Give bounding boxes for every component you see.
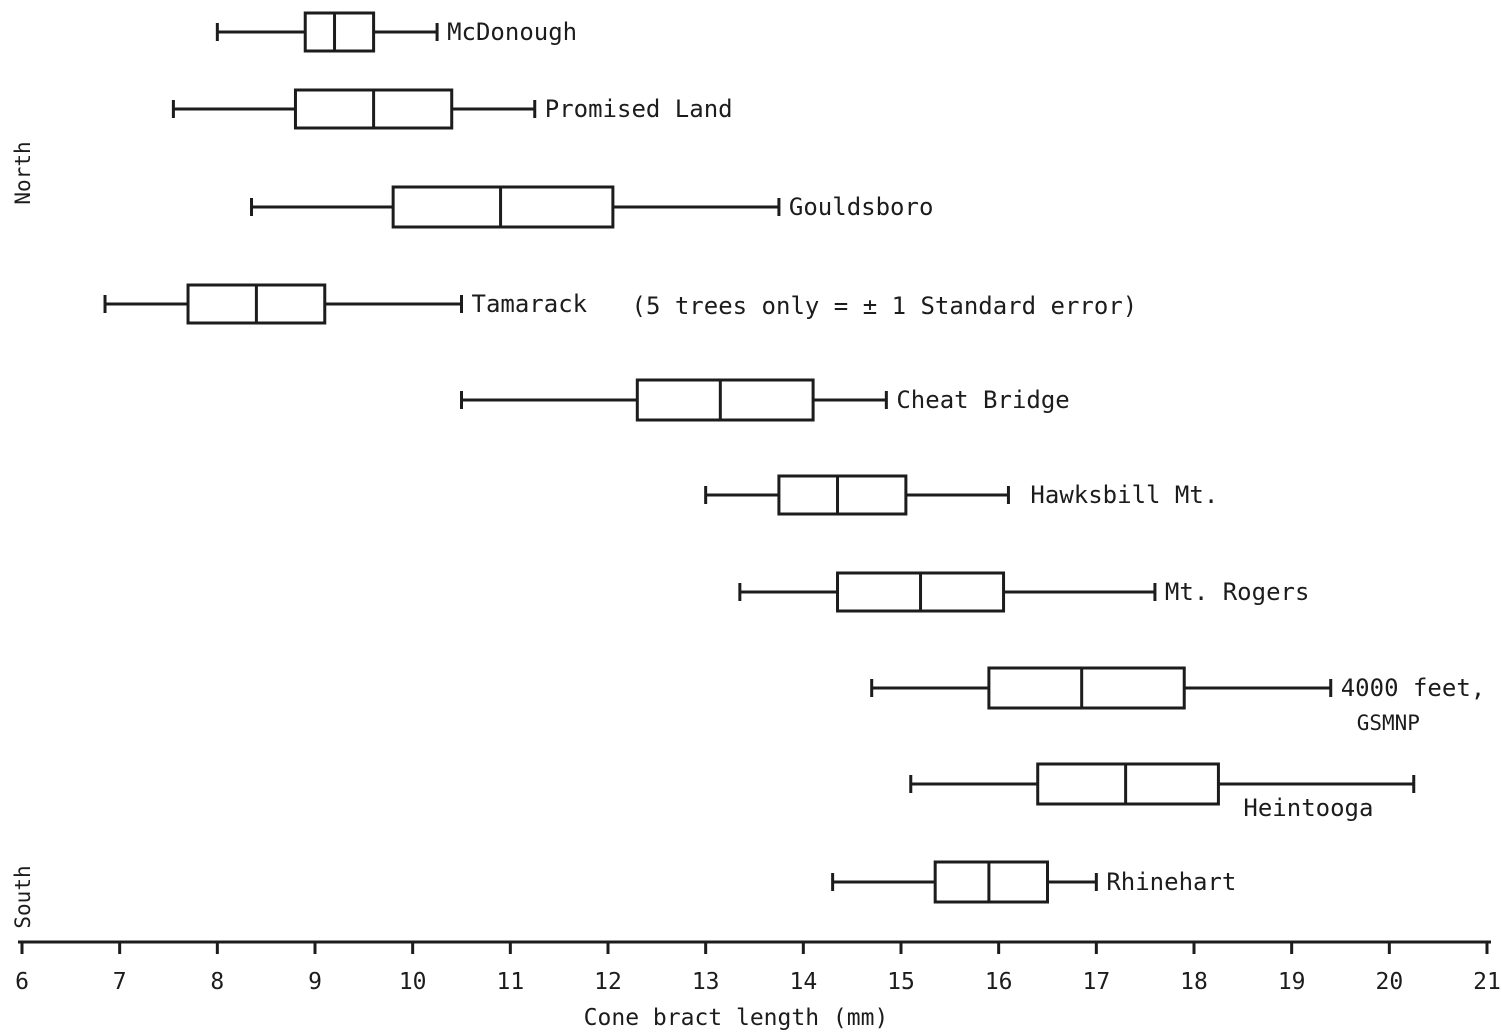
- x-tick-label: 7: [113, 969, 127, 995]
- box-cheat-bridge: Cheat Bridge: [460, 378, 1070, 422]
- x-tick-label: 9: [308, 969, 322, 995]
- box-group: McDonough Promised Land Gouldsboro Tamarack…: [103, 11, 1486, 904]
- box-iqr: [303, 11, 376, 53]
- x-axis-title: Cone bract length (mm): [584, 1005, 889, 1031]
- box-hawksbill-mt: Hawksbill Mt.: [704, 474, 1218, 516]
- site-label: McDonough: [447, 18, 577, 46]
- site-label-line: Hawksbill Mt.: [1030, 481, 1218, 509]
- site-label: Hawksbill Mt.: [1030, 481, 1218, 509]
- x-tick-label: 18: [1180, 969, 1208, 995]
- box-rhinehart: Rhinehart: [831, 860, 1236, 904]
- x-tick-label: 11: [496, 969, 524, 995]
- box-4000-feet-gsmnp: 4000 feet, GSMNP: [870, 666, 1486, 735]
- site-label-line: Cheat Bridge: [896, 386, 1069, 414]
- x-tick-label: 8: [210, 969, 224, 995]
- box-iqr: [1036, 762, 1220, 806]
- box-promised-land: Promised Land: [171, 88, 733, 130]
- site-label-line: GSMNP: [1357, 711, 1420, 735]
- site-label: Cheat Bridge: [896, 386, 1069, 414]
- site-label: Gouldsboro: [789, 193, 934, 221]
- site-label: Mt. Rogers: [1165, 578, 1310, 606]
- x-tick-label: 15: [887, 969, 915, 995]
- x-axis: 6 7 8 9 10 11 12 13 14 15 16 17 18 19 20 21: [15, 940, 1501, 995]
- x-tick-label: 16: [985, 969, 1013, 995]
- box-mcdonough: McDonough: [215, 11, 577, 53]
- x-tick-label: 12: [594, 969, 622, 995]
- site-label-line: Mt. Rogers: [1165, 578, 1310, 606]
- box-iqr: [933, 860, 1050, 904]
- box-mt-rogers: Mt. Rogers: [738, 571, 1310, 613]
- site-note: (5 trees only = ± 1 Standard error): [632, 292, 1138, 320]
- site-label-line: Heintooga: [1243, 794, 1373, 822]
- x-tick-label: 13: [692, 969, 720, 995]
- site-label-line: Rhinehart: [1106, 868, 1236, 896]
- box-iqr: [391, 185, 615, 229]
- site-label-line: Promised Land: [545, 95, 733, 123]
- box-iqr: [635, 378, 815, 422]
- site-label: Heintooga: [1243, 794, 1373, 822]
- x-tick-label: 20: [1375, 969, 1403, 995]
- x-tick-label: 21: [1473, 969, 1501, 995]
- x-tick-label: 6: [15, 969, 29, 995]
- site-label-line: Tamarack: [472, 290, 588, 318]
- site-label-line: McDonough: [447, 18, 577, 46]
- site-label-line: Gouldsboro: [789, 193, 934, 221]
- site-label: Tamarack: [472, 290, 588, 318]
- box-iqr: [987, 666, 1186, 710]
- box-heintooga: Heintooga: [909, 762, 1416, 822]
- site-label: Promised Land: [545, 95, 733, 123]
- x-tick-label: 17: [1082, 969, 1110, 995]
- box-iqr: [777, 474, 908, 516]
- south-label: South: [11, 865, 35, 928]
- site-label-line: 4000 feet,: [1341, 674, 1486, 702]
- north-label: North: [11, 141, 35, 204]
- x-tick-label: 19: [1278, 969, 1306, 995]
- site-label: 4000 feet, GSMNP: [1341, 674, 1486, 735]
- x-tick-label: 14: [789, 969, 817, 995]
- x-axis-ticks: 6 7 8 9 10 11 12 13 14 15 16 17 18 19 20 21: [15, 942, 1501, 995]
- x-tick-label: 10: [399, 969, 427, 995]
- site-label: Rhinehart: [1106, 868, 1236, 896]
- box-gouldsboro: Gouldsboro: [250, 185, 934, 229]
- box-tamarack: Tamarack (5 trees only = ± 1 Standard err…: [103, 283, 1138, 325]
